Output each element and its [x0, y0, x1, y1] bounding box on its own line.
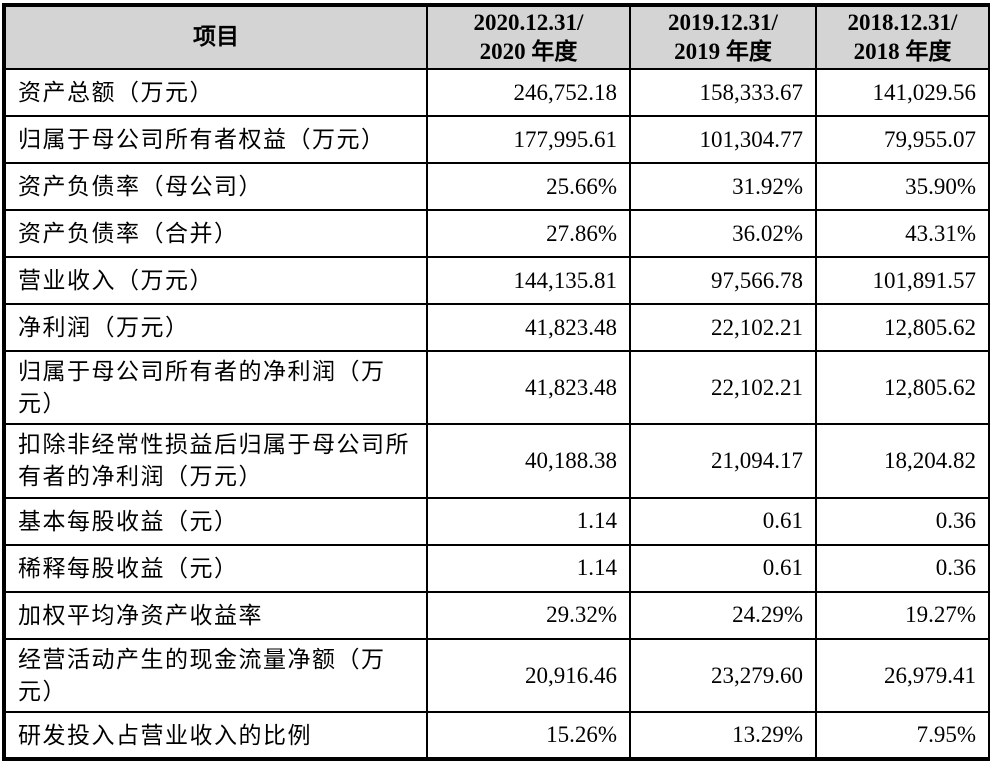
row-value-2018: 7.95%: [815, 711, 990, 761]
table-row: 经营活动产生的现金流量净额（万元） 20,916.46 23,279.60 26…: [3, 637, 990, 714]
row-value-2020: 29.32%: [426, 590, 631, 640]
row-label: 研发投入占营业收入的比例: [3, 711, 428, 761]
table-row: 加权平均净资产收益率 29.32% 24.29% 19.27%: [3, 590, 990, 640]
header-2019-line1: 2019.12.31/: [668, 10, 778, 36]
table-row: 资产负债率（母公司） 25.66% 31.92% 35.90%: [3, 162, 990, 211]
row-label: 基本每股收益（元）: [3, 496, 428, 546]
row-value-2018: 101,891.57: [815, 256, 990, 305]
row-value-2020: 144,135.81: [426, 256, 631, 305]
row-value-2019: 0.61: [629, 543, 817, 593]
row-value-2020: 15.26%: [426, 711, 631, 761]
row-value-2018: 43.31%: [815, 209, 990, 258]
row-value-2019: 23,279.60: [629, 637, 817, 714]
row-label: 归属于母公司所有者的净利润（万元）: [3, 349, 428, 426]
table-row: 归属于母公司所有者权益（万元） 177,995.61 101,304.77 79…: [3, 115, 990, 164]
header-2020-line2: 2020 年度: [479, 38, 578, 64]
header-2020-line1: 2020.12.31/: [473, 10, 584, 36]
row-value-2019: 13.29%: [629, 711, 817, 761]
row-label: 净利润（万元）: [3, 303, 428, 352]
header-row: 项目 2020.12.31/ 2020 年度 2019.12.31/ 2019 …: [3, 4, 990, 70]
header-cell-item: 项目: [3, 4, 428, 70]
header-2018-line1: 2018.12.31/: [847, 10, 958, 36]
row-value-2019: 21,094.17: [629, 423, 817, 499]
row-value-2018: 12,805.62: [815, 349, 990, 426]
row-value-2020: 177,995.61: [426, 115, 631, 164]
table-row: 归属于母公司所有者的净利润（万元） 41,823.48 22,102.21 12…: [3, 349, 990, 426]
row-value-2020: 1.14: [426, 496, 631, 546]
row-value-2020: 27.86%: [426, 209, 631, 258]
row-value-2020: 20,916.46: [426, 637, 631, 714]
row-value-2020: 25.66%: [426, 162, 631, 211]
row-value-2018: 79,955.07: [815, 115, 990, 164]
table-row: 资产总额（万元） 246,752.18 158,333.67 141,029.5…: [3, 68, 990, 117]
row-value-2019: 101,304.77: [629, 115, 817, 164]
row-value-2019: 97,566.78: [629, 256, 817, 305]
row-value-2018: 0.36: [815, 496, 990, 546]
header-cell-2018: 2018.12.31/ 2018 年度: [815, 4, 990, 70]
table-row: 稀释每股收益（元） 1.14 0.61 0.36: [3, 543, 990, 593]
header-2018-line2: 2018 年度: [853, 38, 952, 64]
row-label: 营业收入（万元）: [3, 256, 428, 305]
row-value-2018: 26,979.41: [815, 637, 990, 714]
header-cell-2019: 2019.12.31/ 2019 年度: [629, 4, 817, 70]
row-value-2019: 22,102.21: [629, 303, 817, 352]
header-cell-2020: 2020.12.31/ 2020 年度: [426, 4, 631, 70]
row-label: 加权平均净资产收益率: [3, 590, 428, 640]
row-label: 资产总额（万元）: [3, 68, 428, 117]
table-row: 资产负债率（合并） 27.86% 36.02% 43.31%: [3, 209, 990, 258]
row-value-2020: 1.14: [426, 543, 631, 593]
table-row: 扣除非经常性损益后归属于母公司所有者的净利润（万元） 40,188.38 21,…: [3, 423, 990, 499]
row-label: 稀释每股收益（元）: [3, 543, 428, 593]
row-value-2019: 158,333.67: [629, 68, 817, 117]
row-label: 归属于母公司所有者权益（万元）: [3, 115, 428, 164]
row-value-2019: 22,102.21: [629, 349, 817, 426]
row-value-2019: 31.92%: [629, 162, 817, 211]
row-value-2020: 41,823.48: [426, 349, 631, 426]
row-value-2020: 246,752.18: [426, 68, 631, 117]
table-row: 营业收入（万元） 144,135.81 97,566.78 101,891.57: [3, 256, 990, 305]
row-value-2018: 18,204.82: [815, 423, 990, 499]
row-label: 扣除非经常性损益后归属于母公司所有者的净利润（万元）: [3, 423, 428, 499]
table-row: 净利润（万元） 41,823.48 22,102.21 12,805.62: [3, 303, 990, 352]
row-value-2020: 41,823.48: [426, 303, 631, 352]
row-value-2018: 35.90%: [815, 162, 990, 211]
row-value-2019: 36.02%: [629, 209, 817, 258]
row-value-2018: 19.27%: [815, 590, 990, 640]
row-value-2019: 0.61: [629, 496, 817, 546]
row-label: 资产负债率（母公司）: [3, 162, 428, 211]
header-item-label: 项目: [193, 24, 239, 50]
row-value-2018: 141,029.56: [815, 68, 990, 117]
row-value-2019: 24.29%: [629, 590, 817, 640]
row-value-2018: 0.36: [815, 543, 990, 593]
row-value-2020: 40,188.38: [426, 423, 631, 499]
row-label: 资产负债率（合并）: [3, 209, 428, 258]
table-row: 研发投入占营业收入的比例 15.26% 13.29% 7.95%: [3, 711, 990, 761]
document-page: 项目 2020.12.31/ 2020 年度 2019.12.31/ 2019 …: [2, 3, 990, 761]
table-body: 资产总额（万元） 246,752.18 158,333.67 141,029.5…: [3, 68, 990, 761]
row-value-2018: 12,805.62: [815, 303, 990, 352]
row-label: 经营活动产生的现金流量净额（万元）: [3, 637, 428, 714]
header-2019-line2: 2019 年度: [674, 38, 772, 64]
financial-summary-table: 项目 2020.12.31/ 2020 年度 2019.12.31/ 2019 …: [2, 3, 990, 761]
table-row: 基本每股收益（元） 1.14 0.61 0.36: [3, 496, 990, 546]
